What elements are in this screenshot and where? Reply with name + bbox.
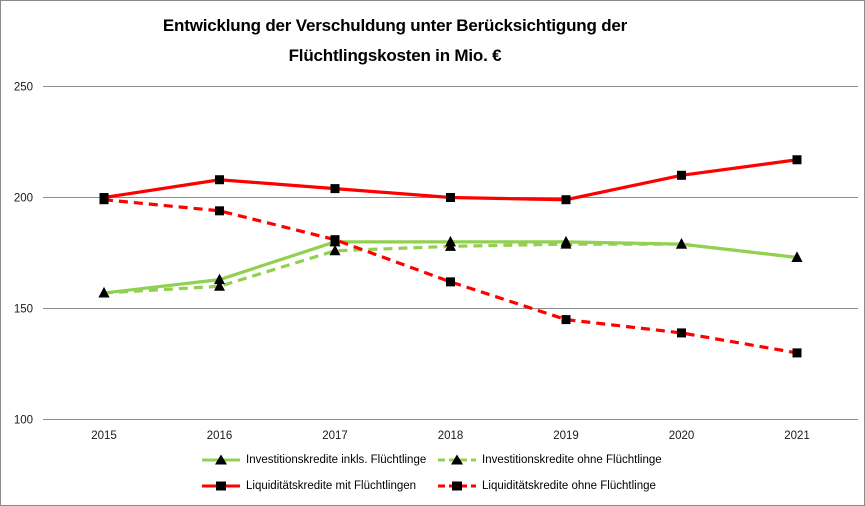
svg-text:100: 100 (14, 415, 33, 427)
legend-label: Liquiditätskredite mit Flüchtlingen (246, 480, 417, 492)
chart-title-line1: Entwicklung der Verschuldung unter Berüc… (162, 16, 628, 35)
legend-item-investitionskredite-ohne: Investitionskredite ohne Flüchtlinge (437, 454, 662, 466)
solid-red-square-line-icon (202, 481, 240, 491)
svg-text:2018: 2018 (438, 430, 464, 442)
chart-legend: Investitionskredite inkls. Flüchtlinge I… (1, 452, 864, 505)
legend-item-investitionskredite-inkl: Investitionskredite inkls. Flüchtlinge (201, 454, 426, 466)
svg-text:200: 200 (14, 193, 33, 205)
legend-label: Investitionskredite ohne Flüchtlinge (482, 454, 662, 466)
legend-label: Investitionskredite inkls. Flüchtlinge (246, 454, 427, 466)
solid-green-triangle-line-icon (202, 454, 240, 465)
dashed-green-triangle-line-icon (438, 454, 476, 465)
svg-text:2021: 2021 (784, 430, 810, 442)
legend-label: Liquiditätskredite ohne Flüchtlinge (482, 480, 656, 492)
dashed-red-square-line-icon (438, 481, 476, 491)
svg-text:2019: 2019 (553, 430, 579, 442)
svg-text:2015: 2015 (91, 430, 117, 442)
svg-text:2017: 2017 (322, 430, 348, 442)
chart-title: Entwicklung der Verschuldung unter Berüc… (1, 11, 789, 71)
svg-text:250: 250 (14, 82, 33, 94)
chart-title-line2: Flüchtlingskosten in Mio. € (288, 46, 502, 65)
legend-item-liquiditaetskredite-ohne: Liquiditätskredite ohne Flüchtlinge (437, 480, 656, 492)
svg-text:2020: 2020 (669, 430, 695, 442)
svg-text:2016: 2016 (207, 430, 233, 442)
legend-item-liquiditaetskredite-mit: Liquiditätskredite mit Flüchtlingen (201, 480, 416, 492)
svg-text:150: 150 (14, 304, 33, 316)
